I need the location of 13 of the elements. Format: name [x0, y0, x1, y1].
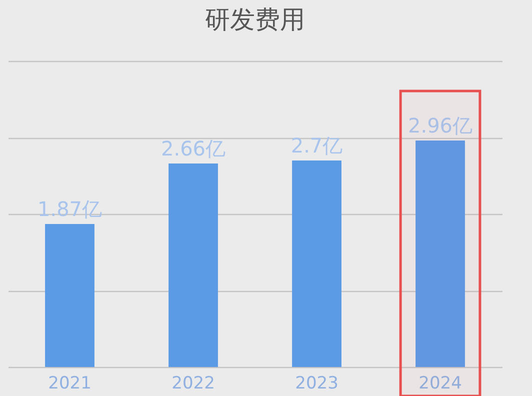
data-label: 2.96亿	[408, 114, 473, 138]
x-tick-label: 2021	[48, 374, 92, 394]
chart-title: 研发费用	[205, 5, 305, 34]
bar	[292, 160, 342, 367]
bar	[416, 140, 465, 367]
x-tick-label: 2023	[295, 374, 338, 394]
data-label: 2.7亿	[290, 133, 343, 158]
data-label: 1.87亿	[37, 196, 102, 221]
data-label: 2.66亿	[160, 136, 226, 161]
bar	[168, 164, 218, 367]
x-tick-label: 2022	[172, 374, 215, 394]
bar	[45, 224, 94, 367]
x-tick-label: 2024	[418, 374, 462, 394]
